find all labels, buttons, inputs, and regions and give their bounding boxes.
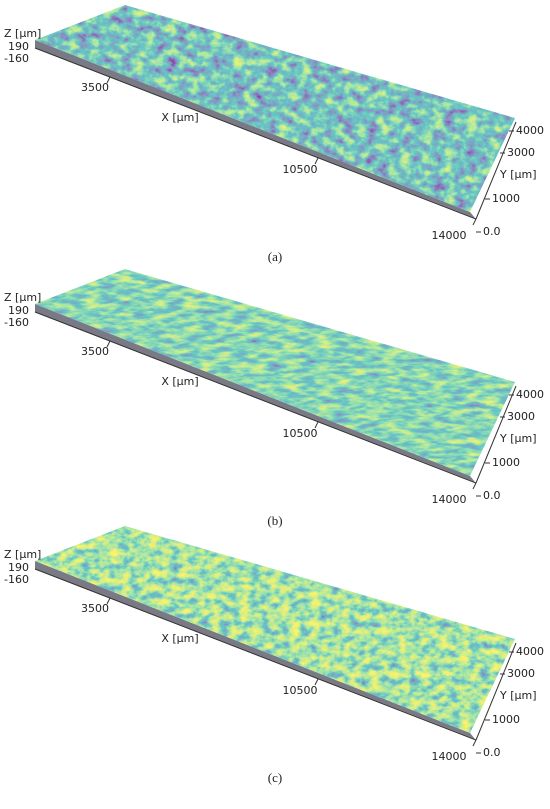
panel: 3500 10500 14000 X [µm] 4000 3000 1000 0.0 Y [µm… (4, 526, 544, 785)
y-axis-line (475, 642, 517, 741)
x-tick (106, 340, 111, 348)
x-tick-label: 14000 (432, 750, 467, 763)
x-tick (472, 218, 477, 226)
x-tick-label: 3500 (81, 602, 109, 615)
x-axis-line (34, 47, 477, 220)
surface (35, 5, 515, 212)
x-tick (314, 157, 319, 165)
z-tick-label: 190 (8, 40, 29, 53)
x-axis-line (34, 568, 477, 741)
x-tick (314, 678, 319, 686)
surface-side (35, 561, 475, 739)
x-axis-line (34, 311, 477, 484)
y-tick-label: 4000 (516, 124, 544, 137)
x-tick (106, 76, 111, 84)
panel-label: (b) (267, 513, 282, 528)
z-tick-label: -160 (4, 316, 29, 329)
x-tick-label: 10500 (283, 684, 318, 697)
y-axis-line (475, 385, 517, 484)
surface-side (35, 40, 475, 218)
surface-side (35, 304, 475, 482)
z-axis-title: Z [µm] (4, 548, 41, 561)
surface (35, 526, 515, 733)
x-tick (472, 739, 477, 747)
x-tick (106, 597, 111, 605)
panel: 3500 10500 14000 X [µm] 4000 3000 1000 0.0 Y [µm… (4, 5, 544, 264)
z-tick-label: -160 (4, 52, 29, 65)
z-axis-title: Z [µm] (4, 291, 41, 304)
y-axis-line (475, 121, 517, 220)
x-tick (472, 482, 477, 490)
y-tick-label: 3000 (507, 667, 535, 680)
z-tick-label: -160 (4, 573, 29, 586)
surface (35, 269, 515, 476)
y-tick-label: 0.0 (483, 489, 501, 502)
y-axis-title: Y [µm] (499, 168, 537, 181)
y-tick-label: 0.0 (483, 225, 501, 238)
y-tick-label: 1000 (492, 456, 520, 469)
x-tick-label: 3500 (81, 81, 109, 94)
x-tick-label: 10500 (283, 427, 318, 440)
panel-label: (a) (268, 249, 282, 264)
x-tick (314, 421, 319, 429)
z-tick-label: 190 (8, 561, 29, 574)
panel: 3500 10500 14000 X [µm] 4000 3000 1000 0.0 Y [µm… (4, 269, 544, 528)
y-tick-label: 4000 (516, 645, 544, 658)
y-tick-label: 1000 (492, 192, 520, 205)
x-axis-title: X [µm] (161, 375, 198, 388)
y-axis-title: Y [µm] (499, 689, 537, 702)
y-tick-label: 3000 (507, 410, 535, 423)
y-axis-title: Y [µm] (499, 432, 537, 445)
x-tick-label: 14000 (432, 493, 467, 506)
x-axis-title: X [µm] (161, 111, 198, 124)
y-tick-label: 0.0 (483, 746, 501, 759)
x-tick-label: 3500 (81, 345, 109, 358)
y-tick-label: 4000 (516, 388, 544, 401)
z-axis-title: Z [µm] (4, 27, 41, 40)
x-tick-label: 14000 (432, 229, 467, 242)
y-tick-label: 3000 (507, 146, 535, 159)
z-tick-label: 190 (8, 304, 29, 317)
panel-label: (c) (268, 770, 282, 785)
x-axis-title: X [µm] (161, 632, 198, 645)
y-tick-label: 1000 (492, 713, 520, 726)
x-tick-label: 10500 (283, 163, 318, 176)
